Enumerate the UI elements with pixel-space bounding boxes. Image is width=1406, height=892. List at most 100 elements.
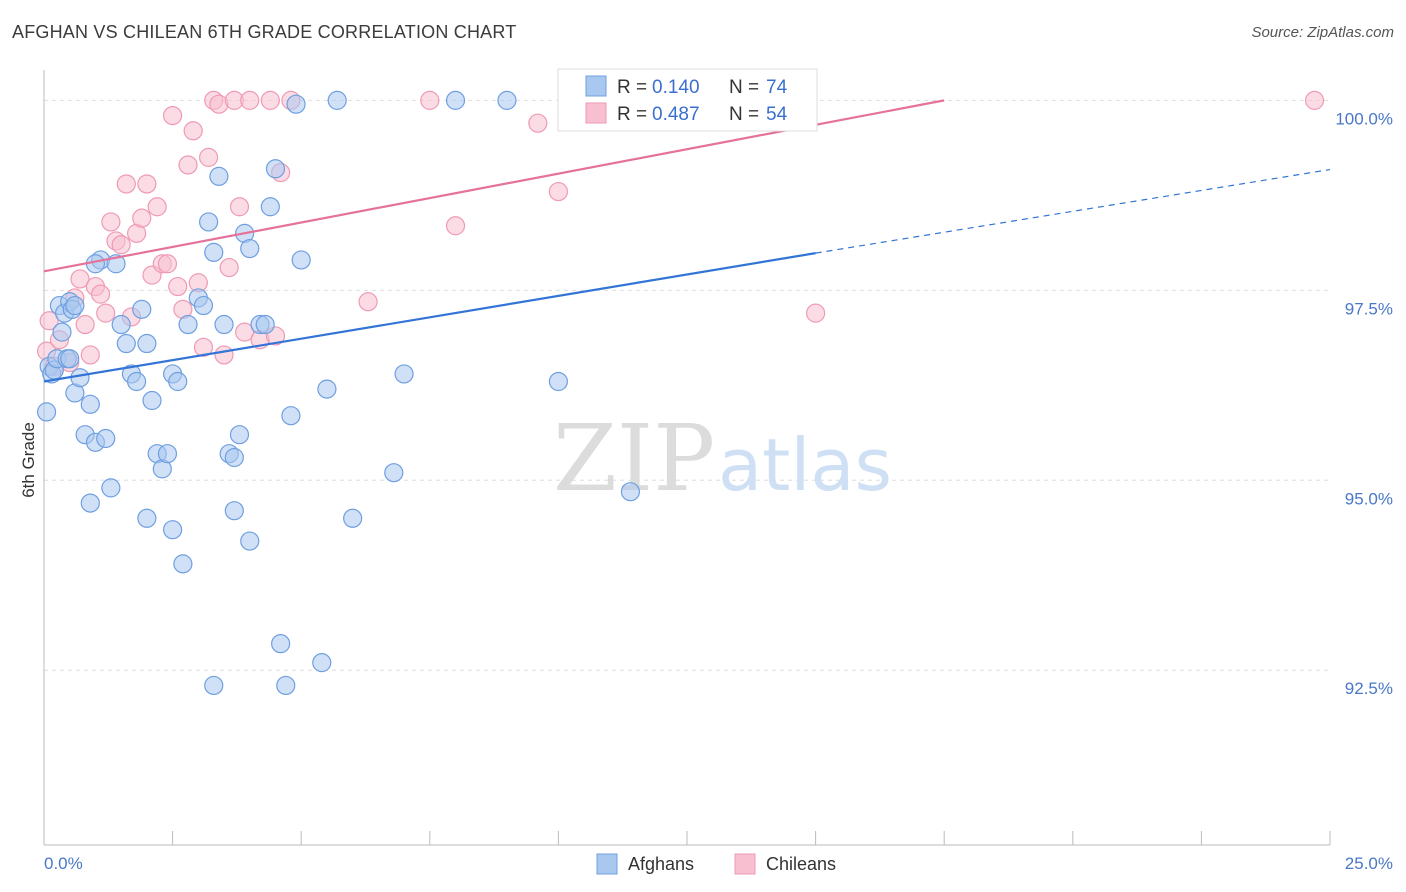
chilean-point xyxy=(199,147,219,167)
x-tick-label-max: 25.0% xyxy=(1345,854,1393,873)
scatter-points xyxy=(36,90,1325,696)
chilean-point xyxy=(193,337,214,357)
series-legend: Afghans Chileans xyxy=(596,853,836,875)
bottom-legend-label-chileans: Chileans xyxy=(766,854,836,874)
afghan-trend-extension xyxy=(815,168,1331,254)
afghan-point xyxy=(312,653,332,673)
y-tick-label: 97.5% xyxy=(1345,299,1393,318)
bottom-legend-swatch-afghans xyxy=(596,853,618,875)
afghan-point xyxy=(327,90,347,110)
afghan-point xyxy=(65,295,85,316)
afghan-point xyxy=(384,463,404,483)
correlation-legend: R = 0.140 N = 74 R = 0.487 N = 54 xyxy=(557,68,818,132)
chilean-point xyxy=(80,345,100,365)
afghan-point xyxy=(240,531,260,551)
chilean-point xyxy=(229,197,250,217)
legend-r-label-1: R = xyxy=(617,77,647,98)
legend-r-value-2: 0.487 xyxy=(652,104,700,125)
chilean-point xyxy=(168,276,188,297)
chilean-point xyxy=(39,311,59,331)
afghan-point xyxy=(317,379,337,399)
afghan-point xyxy=(101,478,121,498)
afghan-point xyxy=(137,333,157,354)
afghan-point xyxy=(142,390,162,411)
chilean-point xyxy=(132,208,152,228)
afghan-point xyxy=(163,520,183,540)
afghan-point xyxy=(36,402,57,422)
afghan-point xyxy=(157,444,178,464)
legend-swatch-afghans xyxy=(585,75,607,97)
watermark-atlas: atlas xyxy=(718,423,892,507)
grid-lines xyxy=(44,99,1330,671)
chilean-point xyxy=(101,212,121,232)
chilean-point xyxy=(75,314,95,335)
afghan-point xyxy=(80,394,100,414)
trend-lines xyxy=(43,99,1331,383)
legend-swatch-chileans xyxy=(585,102,607,124)
afghan-point xyxy=(229,425,250,445)
afghan-point xyxy=(111,314,131,335)
x-axis-ticks xyxy=(43,831,1331,845)
afghan-point xyxy=(132,299,152,319)
afghan-point xyxy=(260,197,280,217)
chilean-point xyxy=(260,90,280,110)
legend-r-label-2: R = xyxy=(617,104,647,125)
afghan-point xyxy=(204,242,224,262)
chilean-point xyxy=(420,90,440,110)
afghan-point xyxy=(620,482,641,502)
afghan-point xyxy=(265,159,286,179)
y-tick-label: 100.0% xyxy=(1335,109,1393,128)
afghan-point xyxy=(173,554,193,574)
afghan-point xyxy=(193,295,214,316)
legend-n-label-1: N = xyxy=(729,77,759,98)
y-axis-labels: 92.5% 95.0% 97.5% 100.0% xyxy=(1335,109,1393,698)
chilean-point xyxy=(147,197,167,217)
chilean-point xyxy=(805,303,826,323)
afghan-point xyxy=(548,371,569,392)
x-tick-label-min: 0.0% xyxy=(44,854,83,873)
chilean-point xyxy=(219,257,239,278)
legend-n-label-2: N = xyxy=(729,104,759,125)
afghan-point xyxy=(178,314,198,335)
afghan-point xyxy=(224,501,244,521)
chilean-point xyxy=(358,292,378,312)
afghan-point xyxy=(224,447,244,468)
chilean-point xyxy=(96,303,116,323)
y-tick-label: 95.0% xyxy=(1345,489,1393,508)
chilean-point xyxy=(235,322,255,342)
afghan-point xyxy=(255,314,275,335)
afghan-point xyxy=(80,493,100,513)
afghan-point xyxy=(52,322,72,342)
afghan-point xyxy=(70,368,90,388)
afghan-point xyxy=(199,212,219,232)
chilean-point xyxy=(157,254,178,274)
chart-title: AFGHAN VS CHILEAN 6TH GRADE CORRELATION … xyxy=(12,22,517,42)
afghan-point xyxy=(276,675,296,696)
chilean-point xyxy=(70,269,90,289)
afghan-trend-line xyxy=(43,252,816,383)
bottom-legend-swatch-chileans xyxy=(734,853,756,875)
afghan-point xyxy=(394,364,414,384)
afghan-point xyxy=(116,333,136,354)
chilean-point xyxy=(183,121,203,141)
afghan-point xyxy=(214,314,234,335)
chilean-point xyxy=(116,174,136,194)
chilean-point xyxy=(445,216,466,236)
afghan-point xyxy=(96,428,116,449)
legend-n-value-2: 54 xyxy=(766,104,788,125)
chilean-point xyxy=(111,235,131,255)
afghan-point xyxy=(137,508,157,528)
afghan-point xyxy=(497,90,517,110)
chilean-point xyxy=(214,345,234,365)
afghan-point xyxy=(271,634,291,654)
y-axis-title: 6th Grade xyxy=(19,422,38,498)
afghan-point xyxy=(168,371,188,392)
chilean-point xyxy=(240,90,260,110)
y-tick-label: 92.5% xyxy=(1345,679,1393,698)
afghan-point xyxy=(286,94,306,114)
afghan-point xyxy=(240,238,260,259)
afghan-point xyxy=(60,349,80,369)
chilean-point xyxy=(528,113,548,133)
chilean-point xyxy=(178,155,198,175)
